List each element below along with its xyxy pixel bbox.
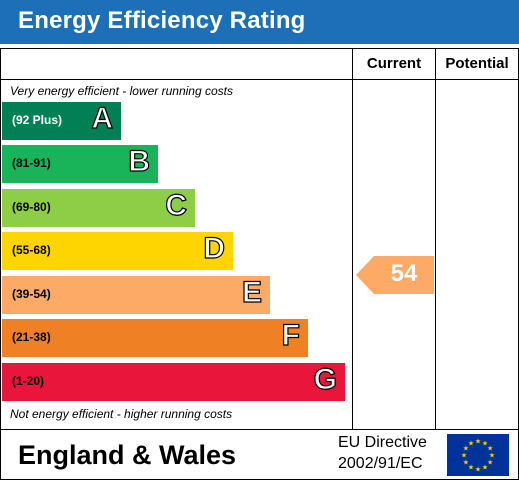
eu-star-icon: ★: [463, 459, 469, 467]
eu-flag-icon: ★ ★★★★★★★★★★★: [447, 434, 509, 476]
header-bar: Energy Efficiency Rating: [0, 0, 519, 44]
eu-star-icon: ★: [487, 459, 493, 467]
directive-line-2: 2002/91/EC: [338, 455, 423, 472]
band-letter: E: [241, 275, 262, 309]
band-range-label: (69-80): [12, 200, 51, 214]
column-header-current: Current: [366, 55, 422, 72]
column-divider-potential: [435, 48, 436, 430]
eu-star-icon: ★: [463, 445, 469, 453]
caption-efficient: Very energy efficient - lower running co…: [10, 84, 233, 98]
band-letter: A: [91, 101, 114, 135]
rating-band-b: (81-91) B: [2, 144, 158, 183]
band-range-label: (21-38): [12, 330, 51, 344]
eu-star-icon: ★: [468, 439, 474, 447]
rating-band-c: (69-80) C: [2, 188, 195, 227]
band-range-label: (92 Plus): [12, 113, 63, 127]
band-range-label: (1-20): [12, 374, 45, 388]
eu-star-icon: ★: [482, 464, 488, 472]
rating-band-d: (55-68) D: [2, 231, 233, 270]
band-range-label: (39-54): [12, 287, 51, 301]
eu-star-icon: ★: [475, 466, 481, 474]
band-letter: C: [165, 188, 188, 222]
current-rating-arrow: [356, 256, 434, 294]
directive-line-1: EU Directive: [338, 434, 427, 451]
eu-star-icon: ★: [482, 439, 488, 447]
eu-star-icon: ★: [489, 452, 495, 460]
eu-star-icon: ★: [461, 452, 467, 460]
rating-band-g: (1-20) G: [2, 362, 345, 401]
eu-star-icon: ★: [475, 438, 481, 446]
eu-star-icon: ★: [487, 445, 493, 453]
band-range-label: (55-68): [12, 243, 51, 257]
band-letter: B: [128, 144, 151, 178]
region-label: England & Wales: [18, 440, 237, 470]
band-letter: G: [313, 362, 338, 396]
column-divider-current: [352, 48, 353, 430]
band-letter: D: [203, 231, 226, 265]
eu-star-icon: ★: [468, 464, 474, 472]
current-rating-value: 54: [390, 260, 418, 287]
rating-band-a: (92 Plus) A: [2, 101, 121, 140]
page-title: Energy Efficiency Rating: [18, 7, 306, 34]
footer-divider: [0, 429, 519, 430]
header-row-divider: [0, 79, 519, 80]
rating-band-f: (21-38) F: [2, 318, 308, 357]
band-letter: F: [281, 318, 301, 352]
caption-inefficient: Not energy efficient - higher running co…: [10, 407, 233, 421]
rating-band-e: (39-54) E: [2, 275, 270, 314]
column-header-potential: Potential: [445, 55, 509, 72]
band-range-label: (81-91): [12, 156, 51, 170]
